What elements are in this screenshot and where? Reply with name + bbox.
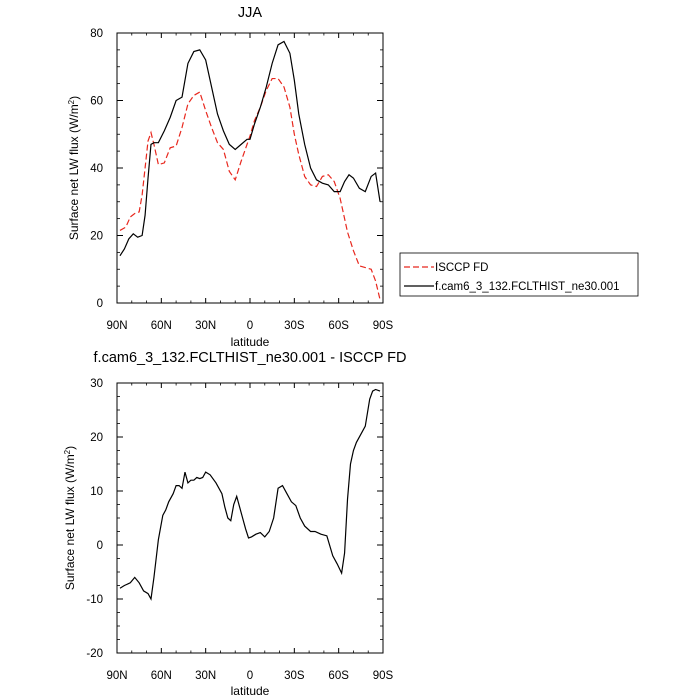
y-tick-label: 30 xyxy=(90,378,103,390)
y-tick-label: 40 xyxy=(90,163,103,175)
bottom-chart-y-axis-label-paren-open: ( xyxy=(63,479,77,483)
x-tick-label: 0 xyxy=(247,670,253,682)
bottom-chart-y-axis-label: Surface net LW flux (W/m2) xyxy=(63,446,78,590)
y-tick-label: 60 xyxy=(90,96,103,108)
top-chart-y-ticks: 0 20 40 60 80 xyxy=(90,28,383,310)
top-chart-y-axis-unit-base: W/m xyxy=(67,104,81,129)
bottom-chart-y-axis-label-paren-close: ) xyxy=(63,446,77,450)
x-tick-label: 30N xyxy=(195,320,216,332)
top-chart-y-axis-label-main: Surface net LW flux xyxy=(67,136,81,240)
top-chart-x-axis-label: latitude xyxy=(231,335,270,349)
series-line-isccp-fd xyxy=(119,77,381,300)
y-tick-label: 80 xyxy=(90,28,103,40)
legend-label-isccp-fd: ISCCP FD xyxy=(435,262,488,274)
y-tick-label: -10 xyxy=(86,594,103,606)
bottom-chart-plot-frame xyxy=(116,382,384,654)
series-line-cam6-model xyxy=(119,40,381,257)
top-chart-y-axis-label: Surface net LW flux (W/m2) xyxy=(67,96,82,240)
x-tick-label: 30S xyxy=(284,670,305,682)
bottom-chart-x-axis-label: latitude xyxy=(231,684,270,698)
bottom-chart: f.cam6_3_132.FCLTHIST_ne30.001 - ISCCP F… xyxy=(63,350,407,698)
x-tick-label: 30N xyxy=(195,670,216,682)
x-tick-label: 0 xyxy=(247,320,253,332)
legend-label-cam6-model: f.cam6_3_132.FCLTHIST_ne30.001 xyxy=(435,281,620,293)
top-chart-plot-frame xyxy=(116,32,384,304)
legend-box xyxy=(399,252,639,297)
bottom-chart-y-axis-unit-base: W/m xyxy=(63,454,77,479)
bottom-chart-y-ticks: -20 -10 0 10 20 30 xyxy=(86,378,383,660)
top-chart-y-axis-label-paren-close: ) xyxy=(67,96,81,100)
y-tick-label: 20 xyxy=(90,231,103,243)
x-tick-label: 60S xyxy=(328,320,349,332)
bottom-chart-y-axis-label-main: Surface net LW flux xyxy=(63,486,77,590)
x-tick-label: 90S xyxy=(373,670,394,682)
top-chart-title: JJA xyxy=(238,5,263,21)
y-tick-label: 10 xyxy=(90,486,103,498)
x-tick-label: 90N xyxy=(106,320,127,332)
x-tick-label: 90N xyxy=(106,670,127,682)
top-chart: JJA 90N 60N 30N 0 30S 60S 90S 0 20 40 60 80 latitu… xyxy=(67,5,639,349)
x-tick-label: 60N xyxy=(151,320,172,332)
x-tick-label: 90S xyxy=(373,320,394,332)
x-tick-label: 30S xyxy=(284,320,305,332)
top-chart-y-axis-unit-exponent: 2 xyxy=(67,99,76,104)
y-tick-label: 20 xyxy=(90,432,103,444)
x-tick-label: 60S xyxy=(328,670,349,682)
bottom-chart-title: f.cam6_3_132.FCLTHIST_ne30.001 - ISCCP F… xyxy=(94,350,407,366)
bottom-chart-x-ticks: 90N 60N 30N 0 30S 60S 90S xyxy=(106,383,394,682)
top-chart-legend: ISCCP FD f.cam6_3_132.FCLTHIST_ne30.001 xyxy=(399,252,639,297)
series-line-difference xyxy=(119,388,381,601)
x-tick-label: 60N xyxy=(151,670,172,682)
y-tick-label: 0 xyxy=(97,540,103,552)
y-tick-label: -20 xyxy=(86,648,103,660)
bottom-chart-series-layer xyxy=(119,388,381,601)
y-tick-label: 0 xyxy=(97,298,103,310)
bottom-chart-y-axis-unit-exponent: 2 xyxy=(63,449,72,454)
top-chart-x-ticks: 90N 60N 30N 0 30S 60S 90S xyxy=(106,33,394,332)
top-chart-y-axis-label-paren-open: ( xyxy=(67,129,81,133)
top-chart-series-layer xyxy=(119,40,381,300)
